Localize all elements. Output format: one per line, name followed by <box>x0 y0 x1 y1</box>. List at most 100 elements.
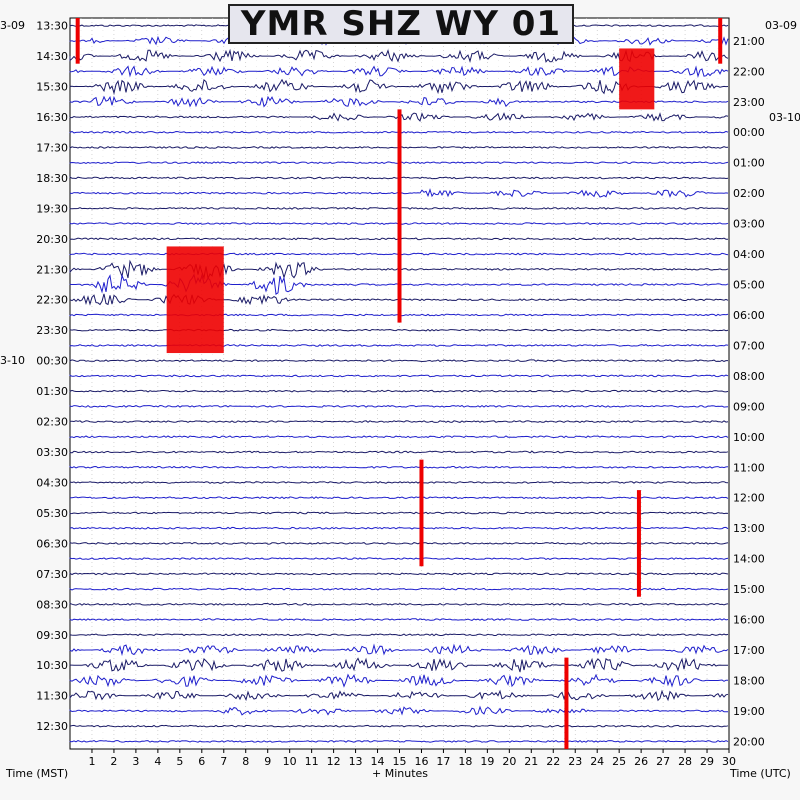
chart-title: YMR SHZ WY 01 <box>228 4 574 44</box>
right-time-label: 13:00 <box>733 522 765 535</box>
left-time-label: 12:30 <box>36 720 68 733</box>
right-time-label: 11:00 <box>733 461 765 474</box>
trace-line <box>69 587 729 591</box>
right-date-label: 03-10 <box>769 111 800 124</box>
x-tick-label: 22 <box>546 755 560 768</box>
left-time-label: 05:30 <box>36 507 68 520</box>
x-tick-label: 10 <box>283 755 297 768</box>
trace-line <box>69 633 729 637</box>
x-tick-label: 5 <box>176 755 183 768</box>
x-tick-label: 13 <box>349 755 363 768</box>
event-spike <box>718 18 723 64</box>
event-spike <box>75 18 80 64</box>
trace-line <box>69 705 728 716</box>
x-tick-label: 15 <box>393 755 407 768</box>
trace-line <box>69 602 729 606</box>
right-time-label: 22:00 <box>733 65 765 78</box>
trace-line <box>69 435 729 439</box>
left-time-label: 03:30 <box>36 446 68 459</box>
left-time-label: 10:30 <box>36 659 68 672</box>
right-time-label: 20:00 <box>733 735 765 748</box>
x-tick-label: 26 <box>634 755 648 768</box>
trace-line <box>70 496 729 500</box>
left-time-label: 09:30 <box>36 629 68 642</box>
trace-line <box>69 657 729 673</box>
trace-line <box>69 78 729 95</box>
left-date-label: 3-10 <box>0 354 25 367</box>
event-spike <box>636 490 641 597</box>
x-tick-label: 9 <box>264 755 271 768</box>
event-spike <box>419 459 424 567</box>
event-spike <box>397 109 402 323</box>
right-axis-label: Time (UTC) <box>729 767 791 780</box>
x-tick-label: 6 <box>198 755 205 768</box>
right-time-label: 02:00 <box>733 187 765 200</box>
x-tick-label: 18 <box>458 755 472 768</box>
trace-line <box>69 359 728 363</box>
right-time-label: 23:00 <box>733 96 765 109</box>
trace-line <box>69 404 729 408</box>
trace-line <box>69 450 729 454</box>
trace-line <box>69 511 729 515</box>
right-time-label: 21:00 <box>733 35 765 48</box>
left-time-label: 23:30 <box>36 324 68 337</box>
left-time-label: 15:30 <box>36 81 68 94</box>
trace-line <box>69 420 729 423</box>
right-time-label: 01:00 <box>733 157 765 170</box>
trace-line <box>69 526 729 530</box>
trace-line <box>69 389 729 393</box>
x-tick-label: 28 <box>678 755 692 768</box>
trace-line <box>69 643 729 657</box>
x-tick-label: 19 <box>480 755 494 768</box>
x-tick-label: 29 <box>700 755 714 768</box>
trace-line <box>69 739 729 743</box>
x-tick-label: 4 <box>154 755 161 768</box>
right-time-label: 15:00 <box>733 583 765 596</box>
x-tick-label: 8 <box>242 755 249 768</box>
trace-line <box>69 542 729 545</box>
right-time-label: 00:00 <box>733 126 765 139</box>
right-time-label: 03:00 <box>733 218 765 231</box>
trace-line <box>69 724 729 728</box>
trace-line <box>69 673 728 688</box>
left-time-label: 02:30 <box>36 416 68 429</box>
event-clipped-block <box>166 246 224 354</box>
left-time-label: 16:30 <box>36 111 68 124</box>
x-tick-label: 3 <box>132 755 139 768</box>
trace-line <box>69 481 729 484</box>
x-tick-label: 21 <box>524 755 538 768</box>
left-time-label: 00:30 <box>36 355 68 368</box>
left-time-label: 17:30 <box>36 141 68 154</box>
x-tick-label: 20 <box>502 755 516 768</box>
left-time-label: 07:30 <box>36 568 68 581</box>
left-time-label: 13:30 <box>36 20 68 33</box>
x-tick-label: 24 <box>590 755 604 768</box>
right-date-label: 03-09 <box>765 19 797 32</box>
left-date-label: 3-09 <box>0 19 25 32</box>
x-tick-label: 12 <box>327 755 341 768</box>
left-axis-label: Time (MST) <box>5 767 68 780</box>
left-time-label: 01:30 <box>36 385 68 398</box>
left-time-label: 14:30 <box>36 50 68 63</box>
seismic-events <box>75 18 723 749</box>
left-time-label: 22:30 <box>36 294 68 307</box>
event-spike <box>564 657 569 749</box>
trace-line <box>69 689 729 702</box>
x-tick-label: 14 <box>371 755 385 768</box>
left-time-label: 20:30 <box>36 233 68 246</box>
trace-line <box>69 557 729 560</box>
x-axis: 1 2 3 4 5 6 7 8 9 10 11 12 13 14 15 16 17 18 19 20 21 22 23 24 2… <box>88 749 736 768</box>
x-tick-label: 25 <box>612 755 626 768</box>
right-time-label: 08:00 <box>733 370 765 383</box>
trace-line <box>69 48 729 63</box>
trace-line <box>69 465 729 469</box>
right-time-label: 12:00 <box>733 492 765 505</box>
right-time-label: 09:00 <box>733 400 765 413</box>
left-time-label: 06:30 <box>36 537 68 550</box>
x-tick-label: 30 <box>722 755 736 768</box>
right-time-label: 05:00 <box>733 279 765 292</box>
trace-line <box>69 374 729 378</box>
trace-line <box>69 95 729 108</box>
left-time-label: 04:30 <box>36 476 68 489</box>
